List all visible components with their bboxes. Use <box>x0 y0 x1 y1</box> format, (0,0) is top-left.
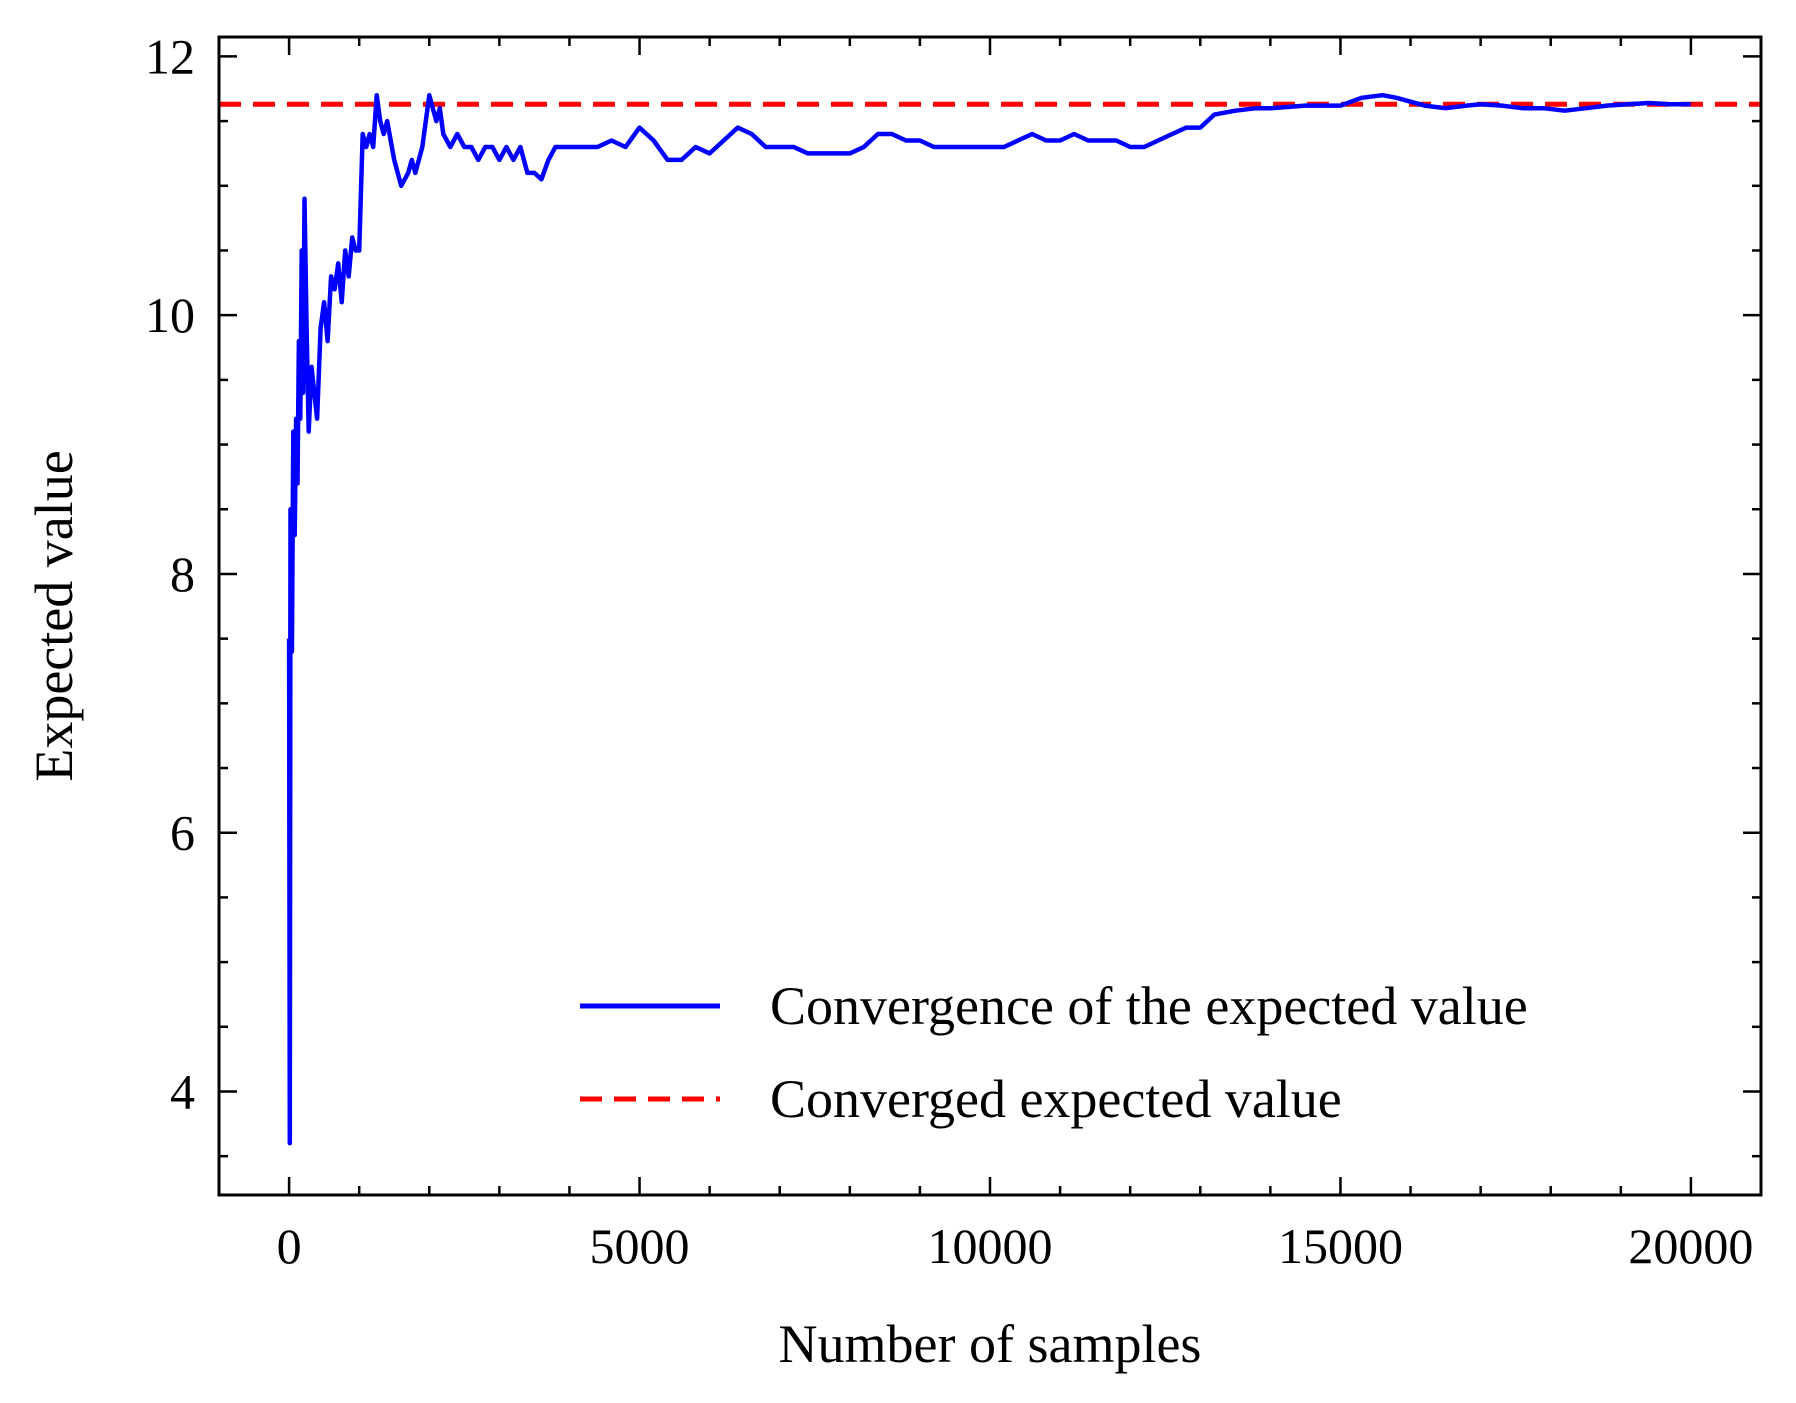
x-tick-label: 5000 <box>590 1218 690 1274</box>
convergence-series-line <box>286 92 1691 1146</box>
y-tick-label: 12 <box>145 28 195 84</box>
x-tick-label: 10000 <box>928 1218 1053 1274</box>
y-tick-label: 10 <box>145 287 195 343</box>
x-tick-label: 0 <box>277 1218 302 1274</box>
x-axis-label: Number of samples <box>779 1314 1202 1374</box>
legend-label-convergence: Convergence of the expected value <box>770 976 1528 1036</box>
axis-tick-labels: 0 5000 10000 15000 20000 4 6 8 10 12 <box>145 28 1753 1274</box>
x-tick-label: 15000 <box>1278 1218 1403 1274</box>
legend: Convergence of the expected value Conver… <box>580 976 1528 1129</box>
plot-area <box>219 92 1761 1146</box>
legend-label-converged: Converged expected value <box>770 1069 1342 1129</box>
y-tick-label: 8 <box>170 546 195 602</box>
y-axis-label: Expected value <box>24 450 84 781</box>
y-tick-label: 4 <box>170 1063 195 1119</box>
x-tick-label: 20000 <box>1628 1218 1753 1274</box>
y-tick-label: 6 <box>170 805 195 861</box>
plot-frame <box>217 35 1763 1197</box>
